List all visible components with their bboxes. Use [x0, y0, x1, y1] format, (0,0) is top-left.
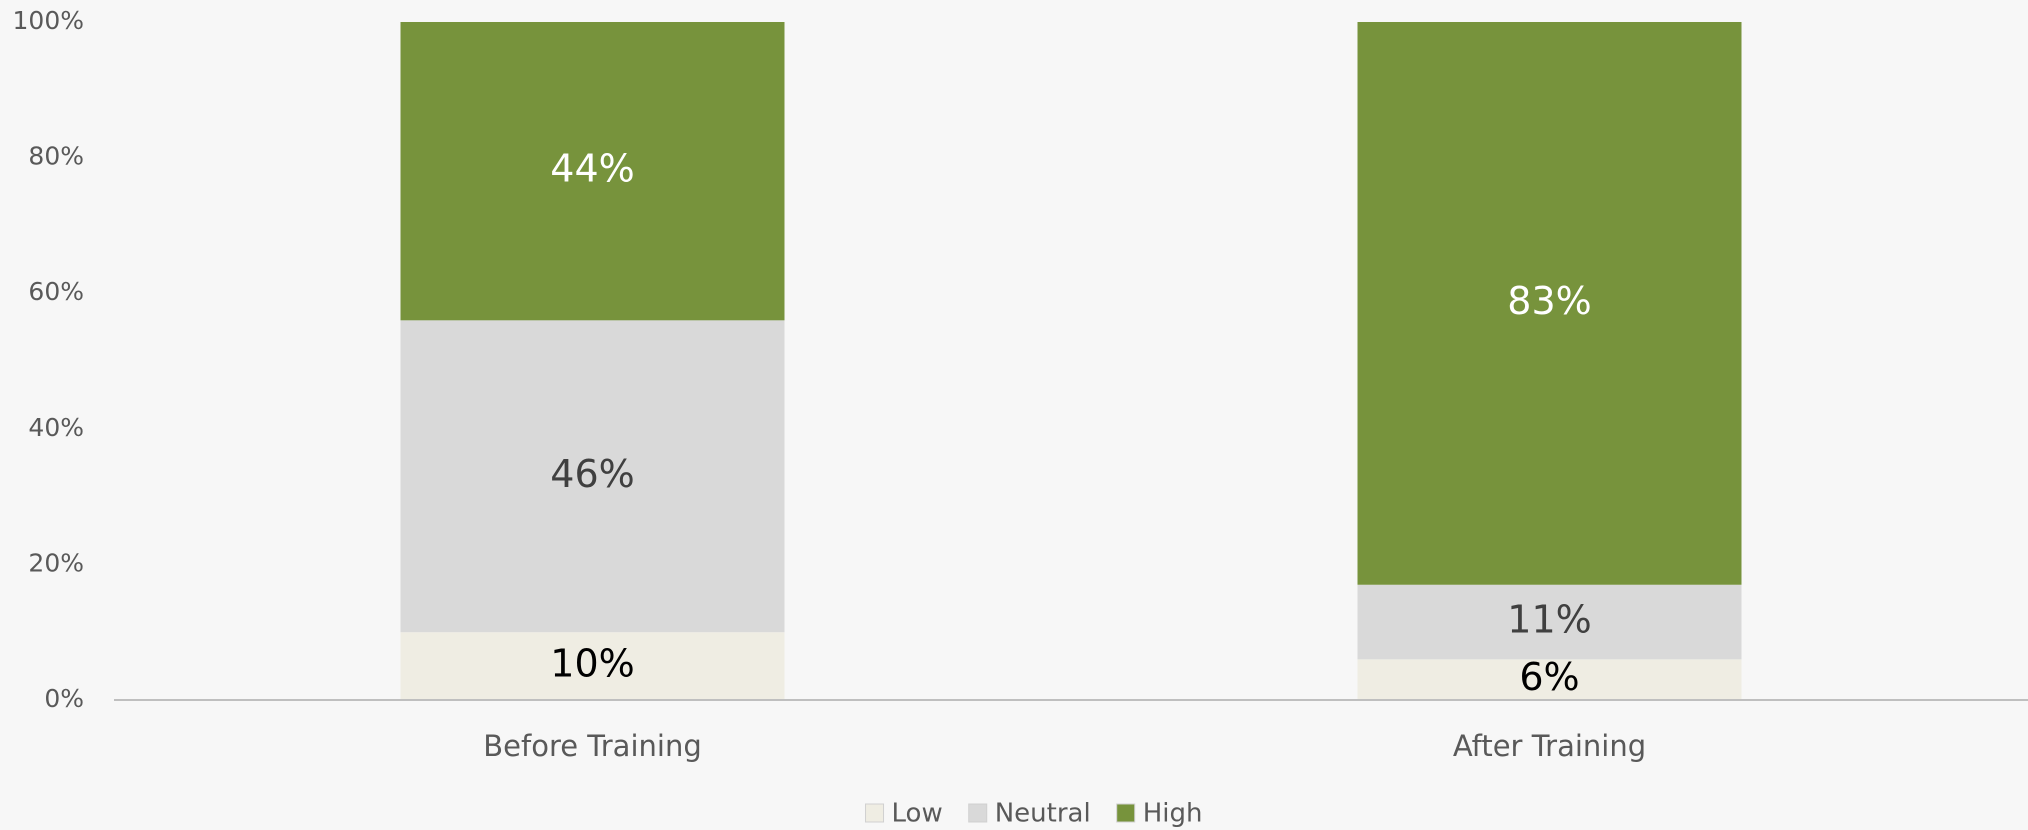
- data-label: 10%: [550, 642, 634, 686]
- bar-segment: [400, 22, 785, 321]
- y-tick-label: 40%: [28, 413, 84, 442]
- legend-label: High: [1143, 799, 1203, 829]
- x-tick-label: After Training: [1453, 729, 1646, 763]
- legend: Low Neutral High: [865, 799, 1203, 829]
- y-tick-label: 0%: [44, 684, 84, 713]
- legend-label: Low: [892, 799, 943, 829]
- data-label: 46%: [550, 452, 634, 496]
- bar-segment: [1357, 659, 1742, 700]
- data-label: 44%: [550, 147, 634, 191]
- bar-segment: [1357, 22, 1742, 585]
- legend-label: Neutral: [995, 799, 1091, 829]
- legend-swatch: [865, 803, 885, 823]
- y-tick-label: 80%: [28, 142, 84, 171]
- legend-swatch: [968, 803, 988, 823]
- bar-segment: [1357, 584, 1742, 660]
- x-tick-label: Before Training: [483, 729, 701, 763]
- y-tick-label: 60%: [28, 277, 84, 306]
- y-tick-label: 20%: [28, 548, 84, 577]
- y-tick-label: 100%: [13, 6, 84, 35]
- data-label: 11%: [1507, 598, 1591, 642]
- bar-segment: [400, 320, 785, 633]
- data-label: 83%: [1507, 279, 1591, 323]
- legend-swatch: [1116, 803, 1136, 823]
- bar-segment: [400, 632, 785, 700]
- data-label: 6%: [1519, 655, 1579, 699]
